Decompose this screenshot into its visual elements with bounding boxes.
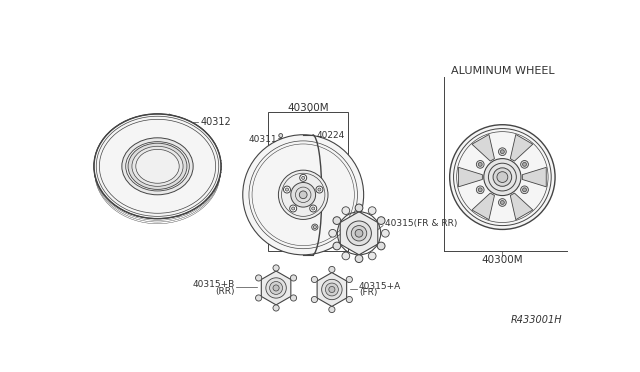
Polygon shape xyxy=(317,273,347,307)
Polygon shape xyxy=(340,212,378,255)
Circle shape xyxy=(329,307,335,312)
Circle shape xyxy=(499,199,506,206)
Circle shape xyxy=(285,188,289,191)
Circle shape xyxy=(311,296,317,302)
Circle shape xyxy=(521,161,529,168)
Circle shape xyxy=(290,205,297,212)
Circle shape xyxy=(255,275,262,281)
Text: ALUMINUM WHEEL: ALUMINUM WHEEL xyxy=(451,66,554,76)
Text: 40315+A: 40315+A xyxy=(359,282,401,291)
Ellipse shape xyxy=(94,114,221,219)
Ellipse shape xyxy=(122,138,193,195)
Circle shape xyxy=(355,255,363,263)
Text: (RR): (RR) xyxy=(216,286,235,295)
Circle shape xyxy=(368,207,376,215)
Circle shape xyxy=(351,225,367,241)
Circle shape xyxy=(301,176,305,179)
Circle shape xyxy=(329,286,335,292)
Circle shape xyxy=(377,242,385,250)
Circle shape xyxy=(333,217,340,224)
Circle shape xyxy=(500,201,504,205)
Circle shape xyxy=(368,252,376,260)
Circle shape xyxy=(300,191,307,199)
Circle shape xyxy=(478,163,482,166)
Circle shape xyxy=(284,186,291,193)
Text: 40311: 40311 xyxy=(249,135,278,144)
Ellipse shape xyxy=(128,143,187,189)
Circle shape xyxy=(291,295,296,301)
Circle shape xyxy=(325,283,339,296)
Circle shape xyxy=(278,170,328,219)
Ellipse shape xyxy=(125,142,189,191)
Circle shape xyxy=(476,161,484,168)
Polygon shape xyxy=(458,167,483,187)
Polygon shape xyxy=(472,193,495,220)
Circle shape xyxy=(318,188,321,191)
Circle shape xyxy=(243,135,364,255)
Circle shape xyxy=(347,221,371,246)
Circle shape xyxy=(310,205,317,212)
Circle shape xyxy=(355,230,363,237)
Ellipse shape xyxy=(132,146,183,186)
Polygon shape xyxy=(472,134,495,161)
Bar xyxy=(268,112,348,251)
Circle shape xyxy=(476,186,484,194)
Circle shape xyxy=(300,174,307,181)
Text: 40300M: 40300M xyxy=(288,103,330,113)
Text: 40315(FR & RR): 40315(FR & RR) xyxy=(385,219,457,228)
Text: 40312: 40312 xyxy=(200,117,231,126)
Circle shape xyxy=(312,207,315,210)
Circle shape xyxy=(450,125,555,230)
Circle shape xyxy=(355,204,363,212)
Text: 40300M: 40300M xyxy=(481,255,523,265)
Circle shape xyxy=(329,230,337,237)
Circle shape xyxy=(273,265,279,271)
Circle shape xyxy=(255,295,262,301)
Circle shape xyxy=(500,150,504,154)
Circle shape xyxy=(322,279,342,300)
Circle shape xyxy=(279,134,283,137)
Circle shape xyxy=(346,276,353,283)
Circle shape xyxy=(523,188,527,192)
Polygon shape xyxy=(510,193,533,220)
Text: R433001H: R433001H xyxy=(511,315,562,325)
Text: 40315+B: 40315+B xyxy=(193,280,235,289)
Polygon shape xyxy=(522,167,547,187)
Circle shape xyxy=(484,158,521,196)
Polygon shape xyxy=(261,271,291,305)
Circle shape xyxy=(497,172,508,183)
Circle shape xyxy=(269,282,282,294)
Text: 40224: 40224 xyxy=(316,131,344,140)
Circle shape xyxy=(521,186,529,194)
Circle shape xyxy=(381,230,389,237)
Circle shape xyxy=(523,163,527,166)
Circle shape xyxy=(312,224,318,230)
Circle shape xyxy=(342,207,349,215)
Polygon shape xyxy=(510,134,533,161)
Circle shape xyxy=(493,168,511,186)
Circle shape xyxy=(478,188,482,192)
Circle shape xyxy=(291,275,296,281)
Circle shape xyxy=(266,278,286,298)
Circle shape xyxy=(292,207,295,210)
Circle shape xyxy=(313,225,316,229)
Circle shape xyxy=(291,183,316,207)
Circle shape xyxy=(333,242,340,250)
Circle shape xyxy=(342,252,349,260)
Circle shape xyxy=(316,186,323,193)
Text: (FR): (FR) xyxy=(359,288,378,297)
Circle shape xyxy=(311,276,317,283)
Circle shape xyxy=(346,296,353,302)
Circle shape xyxy=(273,285,279,291)
Circle shape xyxy=(499,148,506,155)
Circle shape xyxy=(329,266,335,273)
Ellipse shape xyxy=(136,150,179,183)
Circle shape xyxy=(273,305,279,311)
Circle shape xyxy=(377,217,385,224)
